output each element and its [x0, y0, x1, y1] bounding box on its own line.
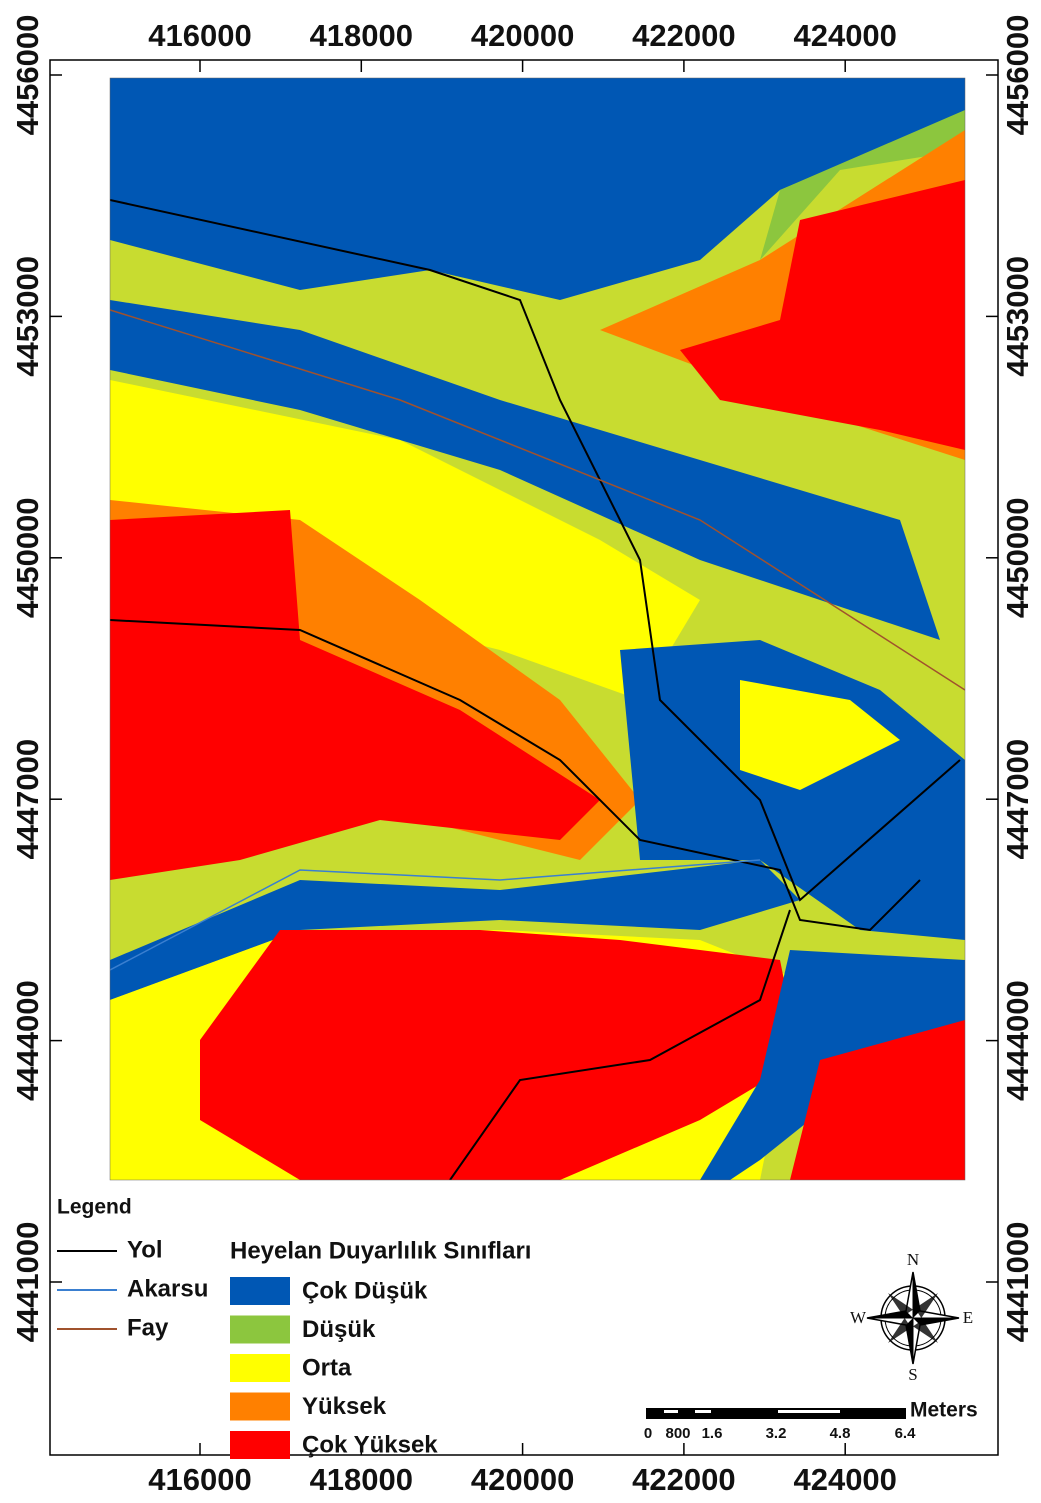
y-tick-label-right: 4456000	[1000, 15, 1035, 136]
scale-label: 6.4	[895, 1425, 917, 1442]
compass-south: S	[908, 1365, 917, 1384]
y-tick-label-right: 4447000	[1000, 739, 1035, 860]
legend-line-label: Akarsu	[127, 1275, 208, 1302]
x-tick-label-bottom: 418000	[310, 1462, 413, 1497]
scale-label: 0	[644, 1425, 652, 1442]
scale-label: 1.6	[702, 1425, 723, 1442]
legend-swatch	[230, 1393, 290, 1421]
scale-label: 800	[665, 1425, 690, 1442]
y-tick-label-right: 4453000	[1000, 256, 1035, 377]
x-tick-label-bottom: 416000	[148, 1462, 251, 1497]
x-tick-label-top: 416000	[148, 18, 251, 53]
y-tick-label-left: 4447000	[10, 739, 45, 860]
legend-class-label: Yüksek	[302, 1393, 387, 1420]
x-tick-label-top: 424000	[793, 18, 896, 53]
y-tick-label-left: 4450000	[10, 497, 45, 618]
legend-line-label: Yol	[127, 1236, 163, 1263]
classes-title: Heyelan Duyarlılık Sınıfları	[230, 1237, 531, 1264]
legend-class-label: Düşük	[302, 1316, 376, 1343]
susceptibility-raster	[110, 78, 965, 1180]
legend-classes: Çok Düşük Düşük Orta Yüksek Çok Yüksek	[230, 1277, 438, 1459]
legend-lines: Yol Akarsu Fay	[57, 1236, 208, 1341]
x-tick-label-top: 418000	[310, 18, 413, 53]
y-tick-label-right: 4450000	[1000, 497, 1035, 618]
legend-swatch	[230, 1354, 290, 1382]
x-tick-label-top: 422000	[632, 18, 735, 53]
x-tick-label-bottom: 422000	[632, 1462, 735, 1497]
y-tick-label-left: 4444000	[10, 980, 45, 1101]
scale-label: 4.8	[830, 1425, 851, 1442]
legend-title: Legend	[57, 1196, 132, 1219]
y-tick-label-right: 4441000	[1000, 1222, 1035, 1343]
x-tick-label-top: 420000	[471, 18, 574, 53]
compass-east: E	[963, 1308, 973, 1327]
y-tick-label-left: 4441000	[10, 1222, 45, 1343]
x-tick-label-bottom: 420000	[471, 1462, 574, 1497]
legend-swatch	[230, 1277, 290, 1305]
y-tick-label-left: 4453000	[10, 256, 45, 377]
north-arrow	[867, 1272, 959, 1364]
compass-west: W	[850, 1308, 867, 1327]
scale-unit: Meters	[910, 1399, 978, 1422]
map-page: 416000 416000 418000 418000 420000 420000 4220…	[0, 0, 1041, 1503]
scale-bar	[646, 1408, 906, 1419]
legend-line-label: Fay	[127, 1314, 169, 1341]
x-tick-label-bottom: 424000	[793, 1462, 896, 1497]
legend-class-label: Çok Düşük	[302, 1277, 428, 1304]
legend-swatch	[230, 1431, 290, 1459]
y-tick-label-left: 4456000	[10, 15, 45, 136]
legend-class-label: Çok Yüksek	[302, 1431, 438, 1458]
compass-north: N	[907, 1250, 919, 1269]
legend-class-label: Orta	[302, 1354, 352, 1381]
legend-swatch	[230, 1316, 290, 1344]
y-tick-label-right: 4444000	[1000, 980, 1035, 1101]
scale-labels: 0 800 1.6 3.2 4.8 6.4	[644, 1425, 916, 1442]
scale-label: 3.2	[766, 1425, 787, 1442]
